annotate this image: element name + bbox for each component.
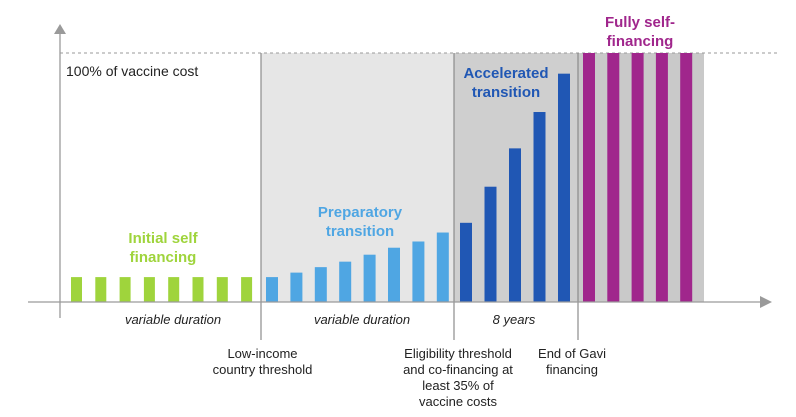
initial-bar (216, 277, 228, 302)
accelerated-bar (533, 112, 546, 302)
milestone-end-of-gavi-financing: End of Gavi financing (538, 346, 606, 377)
preparatory-bar (290, 272, 303, 302)
initial-bar (168, 277, 180, 302)
phase-label-accelerated-transition: Accelerated transition (463, 65, 549, 101)
accelerated-bar (484, 186, 497, 302)
preparatory-bar (363, 254, 376, 302)
duration-label-initial: variable duration (124, 312, 222, 327)
fully-bar (680, 53, 693, 302)
accelerated-bar (460, 222, 472, 302)
phase-label-fully-self-financing: Fully self-financing (604, 14, 675, 50)
y-axis-arrowhead (54, 24, 66, 34)
preparatory-phase-background (261, 53, 454, 302)
preparatory-bar (412, 241, 425, 302)
accelerated-bar (558, 73, 570, 303)
initial-bar (143, 277, 155, 302)
preparatory-bar (436, 232, 449, 302)
duration-label-accelerated: 8 years (492, 312, 536, 327)
fully-bar (607, 53, 620, 302)
phase-label-preparatory-transition: Preparatory transition (317, 204, 403, 240)
preparatory-bar (388, 247, 400, 302)
milestone-eligibility-threshold: Eligibility threshold and co-financing a… (403, 346, 513, 409)
milestone-low-income-threshold: Low-income country threshold (212, 346, 313, 377)
fully-bar (655, 53, 668, 302)
initial-bar (119, 277, 131, 302)
phase-label-initial-self-financing: Initial self financing (128, 230, 198, 266)
fully-bar (631, 53, 644, 302)
preparatory-bar (266, 277, 278, 302)
initial-bar (71, 277, 82, 302)
preparatory-bar (339, 261, 352, 302)
x-axis-arrowhead (760, 296, 772, 308)
bars-group (71, 53, 693, 303)
duration-label-preparatory: variable duration (313, 312, 411, 327)
reference-line-label: 100% of vaccine cost (66, 63, 199, 79)
preparatory-bar (314, 267, 327, 302)
initial-bar (241, 277, 253, 302)
initial-bar (192, 277, 204, 302)
accelerated-bar (509, 148, 521, 302)
fully-bar (583, 53, 595, 302)
initial-bar (95, 277, 107, 302)
